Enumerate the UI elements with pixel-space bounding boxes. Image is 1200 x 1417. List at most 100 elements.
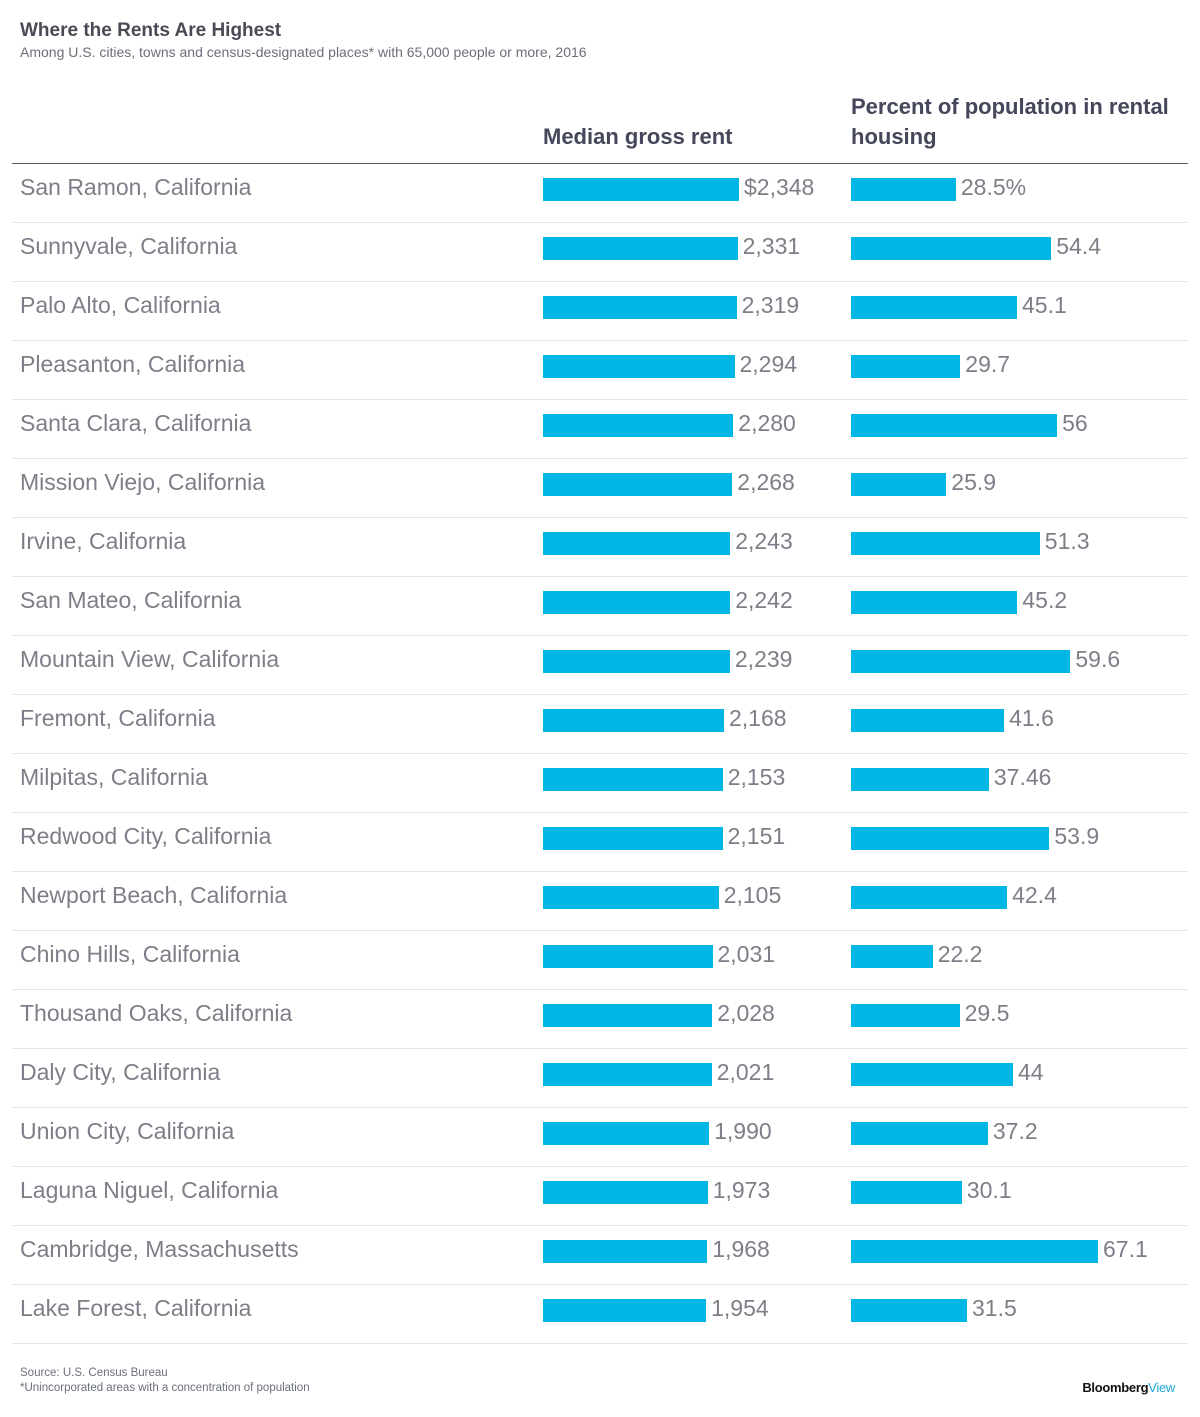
city-label: San Mateo, California xyxy=(20,587,242,613)
city-label: Redwood City, California xyxy=(20,823,272,849)
table-row: Thousand Oaks, California 2,028 29.5 xyxy=(12,990,1188,1049)
brand-main: Bloomberg xyxy=(1082,1380,1149,1395)
percent-column-header: Percent of population in rental housing xyxy=(851,94,1169,149)
percent-value-label: 22.2 xyxy=(937,941,983,967)
percent-value-label: 25.9 xyxy=(951,469,997,495)
rent-value-label: 2,243 xyxy=(735,528,793,554)
chart-subtitle: Among U.S. cities, towns and census-desi… xyxy=(20,44,587,60)
table-row: Santa Clara, California 2,280 56 xyxy=(12,400,1188,459)
rent-bar xyxy=(543,237,738,260)
city-label: Mission Viejo, California xyxy=(20,469,266,495)
percent-bar xyxy=(851,768,989,791)
chart-title: Where the Rents Are Highest xyxy=(20,20,282,41)
table-row: Pleasanton, California 2,294 29.7 xyxy=(12,341,1188,400)
rent-bar xyxy=(543,768,723,791)
table-row: Palo Alto, California 2,319 45.1 xyxy=(12,282,1188,341)
percent-value-label: 67.1 xyxy=(1103,1236,1148,1262)
table-row: Daly City, California 2,021 44 xyxy=(12,1049,1188,1108)
rent-bar xyxy=(543,296,737,319)
percent-bar xyxy=(851,591,1018,614)
rent-value-label: 2,021 xyxy=(716,1059,775,1085)
percent-bar xyxy=(851,827,1050,850)
percent-value-label: 29.5 xyxy=(964,1000,1010,1026)
percent-bar xyxy=(851,1063,1013,1086)
percent-bar xyxy=(851,945,933,968)
rent-value-label: 2,151 xyxy=(727,823,786,849)
table-row: Lake Forest, California 1,954 31.5 xyxy=(12,1285,1188,1344)
percent-bar xyxy=(851,473,947,496)
city-label: Milpitas, California xyxy=(20,764,208,790)
city-label: Thousand Oaks, California xyxy=(20,1000,293,1026)
percent-bar xyxy=(851,1004,960,1027)
percent-value-label: 31.5 xyxy=(972,1295,1017,1321)
rent-bar xyxy=(543,414,734,437)
percent-value-label: 53.9 xyxy=(1054,823,1100,849)
footnote: *Unincorporated areas with a concentrati… xyxy=(20,1382,310,1394)
brand-logo: BloombergView xyxy=(1082,1380,1175,1395)
percent-value-label: 37.46 xyxy=(993,764,1052,790)
table-row: Redwood City, California 2,151 53.9 xyxy=(12,813,1188,872)
table-row: Chino Hills, California 2,031 22.2 xyxy=(12,931,1188,990)
percent-value-label: 30.1 xyxy=(966,1177,1012,1203)
city-label: Lake Forest, California xyxy=(20,1295,252,1321)
rent-bar xyxy=(543,945,713,968)
percent-value-label: 42.4 xyxy=(1012,882,1057,908)
rent-value-label: 2,168 xyxy=(729,705,787,731)
brand-suffix: View xyxy=(1148,1380,1175,1395)
table-row: Cambridge, Massachusetts 1,968 67.1 xyxy=(12,1226,1188,1285)
percent-bar xyxy=(851,709,1005,732)
city-label: Santa Clara, California xyxy=(20,410,252,436)
table-row: Mission Viejo, California 2,268 25.9 xyxy=(12,459,1188,518)
rent-bar xyxy=(543,532,731,555)
percent-value-label: 45.1 xyxy=(1022,292,1067,318)
percent-value-label: 51.3 xyxy=(1044,528,1090,554)
percent-bar xyxy=(851,1181,962,1204)
source-note: Source: U.S. Census Bureau xyxy=(20,1367,168,1379)
table-row: Irvine, California 2,243 51.3 xyxy=(12,518,1188,577)
city-label: San Ramon, California xyxy=(20,174,252,200)
rent-value-label: 2,239 xyxy=(734,646,793,672)
percent-value-label: 59.6 xyxy=(1075,646,1121,672)
percent-value-label: 44 xyxy=(1018,1059,1044,1085)
table-row: Milpitas, California 2,153 37.46 xyxy=(12,754,1188,813)
header-divider xyxy=(12,163,1188,164)
table-row: San Mateo, California 2,242 45.2 xyxy=(12,577,1188,636)
percent-value-label: 29.7 xyxy=(965,351,1011,377)
rent-bar xyxy=(543,886,719,909)
rent-column-header: Median gross rent xyxy=(543,124,733,149)
rent-value-label: 2,242 xyxy=(735,587,793,613)
table-row: Laguna Niguel, California 1,973 30.1 xyxy=(12,1167,1188,1226)
city-label: Palo Alto, California xyxy=(20,292,221,318)
rent-bar xyxy=(543,827,723,850)
city-label: Pleasanton, California xyxy=(20,351,246,377)
table-row: Mountain View, California 2,239 59.6 xyxy=(12,636,1188,695)
rent-value-label: 2,319 xyxy=(741,292,800,318)
percent-bar xyxy=(851,178,956,201)
rent-bar xyxy=(543,709,724,732)
rent-bar xyxy=(543,1181,708,1204)
percent-bar xyxy=(851,355,961,378)
city-label: Mountain View, California xyxy=(20,646,280,672)
rent-value-label: 1,968 xyxy=(712,1236,770,1262)
rent-bar xyxy=(543,473,733,496)
rent-value-label: 1,954 xyxy=(711,1295,769,1321)
rent-value-label: 2,294 xyxy=(739,351,798,377)
city-label: Irvine, California xyxy=(20,528,187,554)
city-label: Cambridge, Massachusetts xyxy=(20,1236,299,1262)
rent-value-label: 2,031 xyxy=(717,941,776,967)
rent-bar xyxy=(543,178,739,201)
rent-bar xyxy=(543,355,735,378)
rent-bar xyxy=(543,650,730,673)
table-row: Newport Beach, California 2,105 42.4 xyxy=(12,872,1188,931)
percent-bar xyxy=(851,886,1008,909)
percent-value-label: 37.2 xyxy=(992,1118,1038,1144)
percent-bar xyxy=(851,532,1040,555)
percent-value-label: 45.2 xyxy=(1022,587,1068,613)
city-label: Daly City, California xyxy=(20,1059,221,1085)
rent-value-label: 1,973 xyxy=(712,1177,771,1203)
rent-bar xyxy=(543,1240,708,1263)
table-row: San Ramon, California $2,348 28.5% xyxy=(12,164,1188,223)
chart-rows: San Ramon, California $2,348 28.5% Sunnyval… xyxy=(12,164,1188,1344)
rent-bar xyxy=(543,1063,712,1086)
rent-value-label: 2,105 xyxy=(723,882,782,908)
